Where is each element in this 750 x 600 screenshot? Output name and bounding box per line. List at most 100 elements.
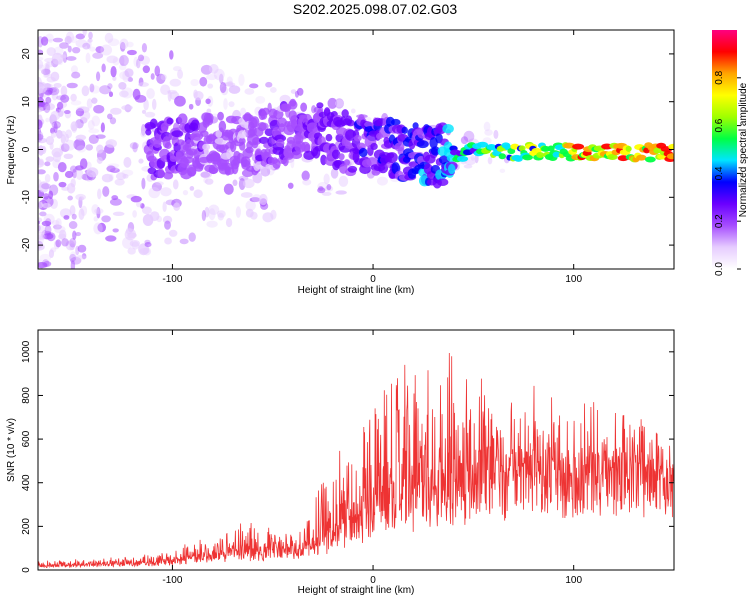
heatmap-cell [41, 83, 53, 89]
heatmap-cell [144, 242, 152, 248]
heatmap-cell [52, 224, 62, 230]
heatmap-cell [78, 208, 85, 220]
heatmap-cell [255, 96, 266, 104]
heatmap-cell [228, 85, 241, 94]
heatmap-cell [38, 128, 41, 140]
heatmap-cell [118, 55, 129, 67]
y-tick-label: -10 [21, 190, 32, 205]
heatmap-cell [262, 212, 274, 223]
heatmap-cell [225, 217, 233, 228]
heatmap-cell [60, 130, 67, 137]
heatmap-cell [107, 38, 120, 47]
heatmap-cell [442, 124, 454, 134]
heatmap-cell [48, 249, 55, 258]
heatmap-cell [53, 83, 62, 89]
heatmap-cell [146, 88, 155, 99]
heatmap-cell [99, 85, 111, 95]
heatmap-cell [300, 102, 308, 112]
heatmap-cell [218, 120, 227, 133]
heatmap-cell [41, 220, 52, 227]
heatmap-cell [189, 185, 195, 191]
heatmap-cell [108, 173, 114, 182]
heatmap-cell [40, 36, 49, 46]
heatmap-cell [115, 172, 127, 180]
heatmap-cell [96, 207, 101, 219]
heatmap-cell [463, 164, 473, 169]
heatmap-cell [148, 186, 161, 199]
x-tick-label: 0 [370, 274, 376, 285]
heatmap-cell [552, 151, 561, 158]
heatmap-cell [111, 195, 119, 201]
heatmap-cell [215, 129, 223, 138]
heatmap-cell [258, 136, 269, 145]
heatmap-cell [82, 30, 87, 37]
heatmap-cell [55, 239, 62, 248]
heatmap-cell [334, 99, 344, 108]
heatmap-cell [40, 145, 47, 155]
heatmap-cell [625, 145, 632, 152]
heatmap-cell [302, 178, 312, 186]
heatmap-cell [668, 143, 674, 150]
heatmap-cell [38, 234, 46, 241]
heatmap-cell [63, 153, 74, 160]
heatmap-cell [240, 107, 247, 117]
heatmap-cell [57, 161, 67, 173]
heatmap-cell [58, 59, 63, 66]
snr-y-ticks: 0 200 400 600 800 1000 [21, 340, 674, 573]
heatmap-cell [219, 73, 224, 84]
heatmap-cell [123, 156, 132, 168]
heatmap-cell [287, 182, 294, 189]
heatmap-cell [290, 89, 297, 94]
heatmap-cell [105, 235, 117, 242]
heatmap-cell [50, 110, 61, 121]
heatmap-cell [177, 113, 188, 125]
heatmap-cell [290, 151, 303, 159]
heatmap-cell [127, 247, 136, 255]
heatmap-cell [38, 59, 44, 70]
heatmap-cell [518, 145, 526, 152]
heatmap-cell [401, 126, 408, 135]
heatmap-cell [105, 139, 117, 148]
heatmap-cell [72, 46, 81, 54]
heatmap-cell [46, 47, 56, 56]
heatmap-cell [137, 54, 145, 62]
heatmap-cell [64, 170, 74, 179]
heatmap-cell [206, 220, 218, 228]
snr-series-line [38, 352, 674, 569]
heatmap-cell [122, 70, 130, 83]
heatmap-cell [245, 200, 256, 211]
heatmap-cell [132, 210, 137, 218]
heatmap-cell [76, 106, 85, 112]
heatmap-cell [80, 205, 88, 216]
heatmap-cell [493, 129, 499, 139]
colorbar: 0.0 0.2 0.4 0.6 0.8 Normalized spectral ampl… [712, 30, 749, 276]
heatmap-cell [208, 64, 219, 74]
heatmap-cell [190, 119, 201, 132]
heatmap-cell [53, 46, 64, 56]
heatmap-cell [154, 65, 161, 77]
heatmap-cell [109, 117, 117, 125]
heatmap-cell [61, 186, 70, 191]
heatmap-cell [378, 162, 389, 174]
heatmap-cell [164, 142, 172, 149]
heatmap-cell [112, 211, 125, 216]
heatmap-cell [121, 169, 134, 177]
heatmap-cell [208, 208, 216, 221]
heatmap-cell [636, 154, 647, 161]
heatmap-cell [126, 41, 134, 48]
heatmap-cell [38, 243, 45, 251]
heatmap-cell [239, 141, 246, 151]
heatmap-cell [38, 97, 45, 108]
heatmap-cell [87, 38, 93, 43]
heatmap-cell [95, 46, 105, 54]
heatmap-cell [112, 228, 119, 233]
heatmap-cell [514, 155, 523, 162]
heatmap-cell [237, 130, 247, 139]
heatmap-cell [168, 229, 178, 237]
heatmap-cell [335, 190, 347, 195]
heatmap-cell [141, 43, 148, 53]
heatmap-cell [44, 173, 51, 183]
heatmap-cell [43, 102, 51, 114]
heatmap-cell [86, 98, 93, 109]
